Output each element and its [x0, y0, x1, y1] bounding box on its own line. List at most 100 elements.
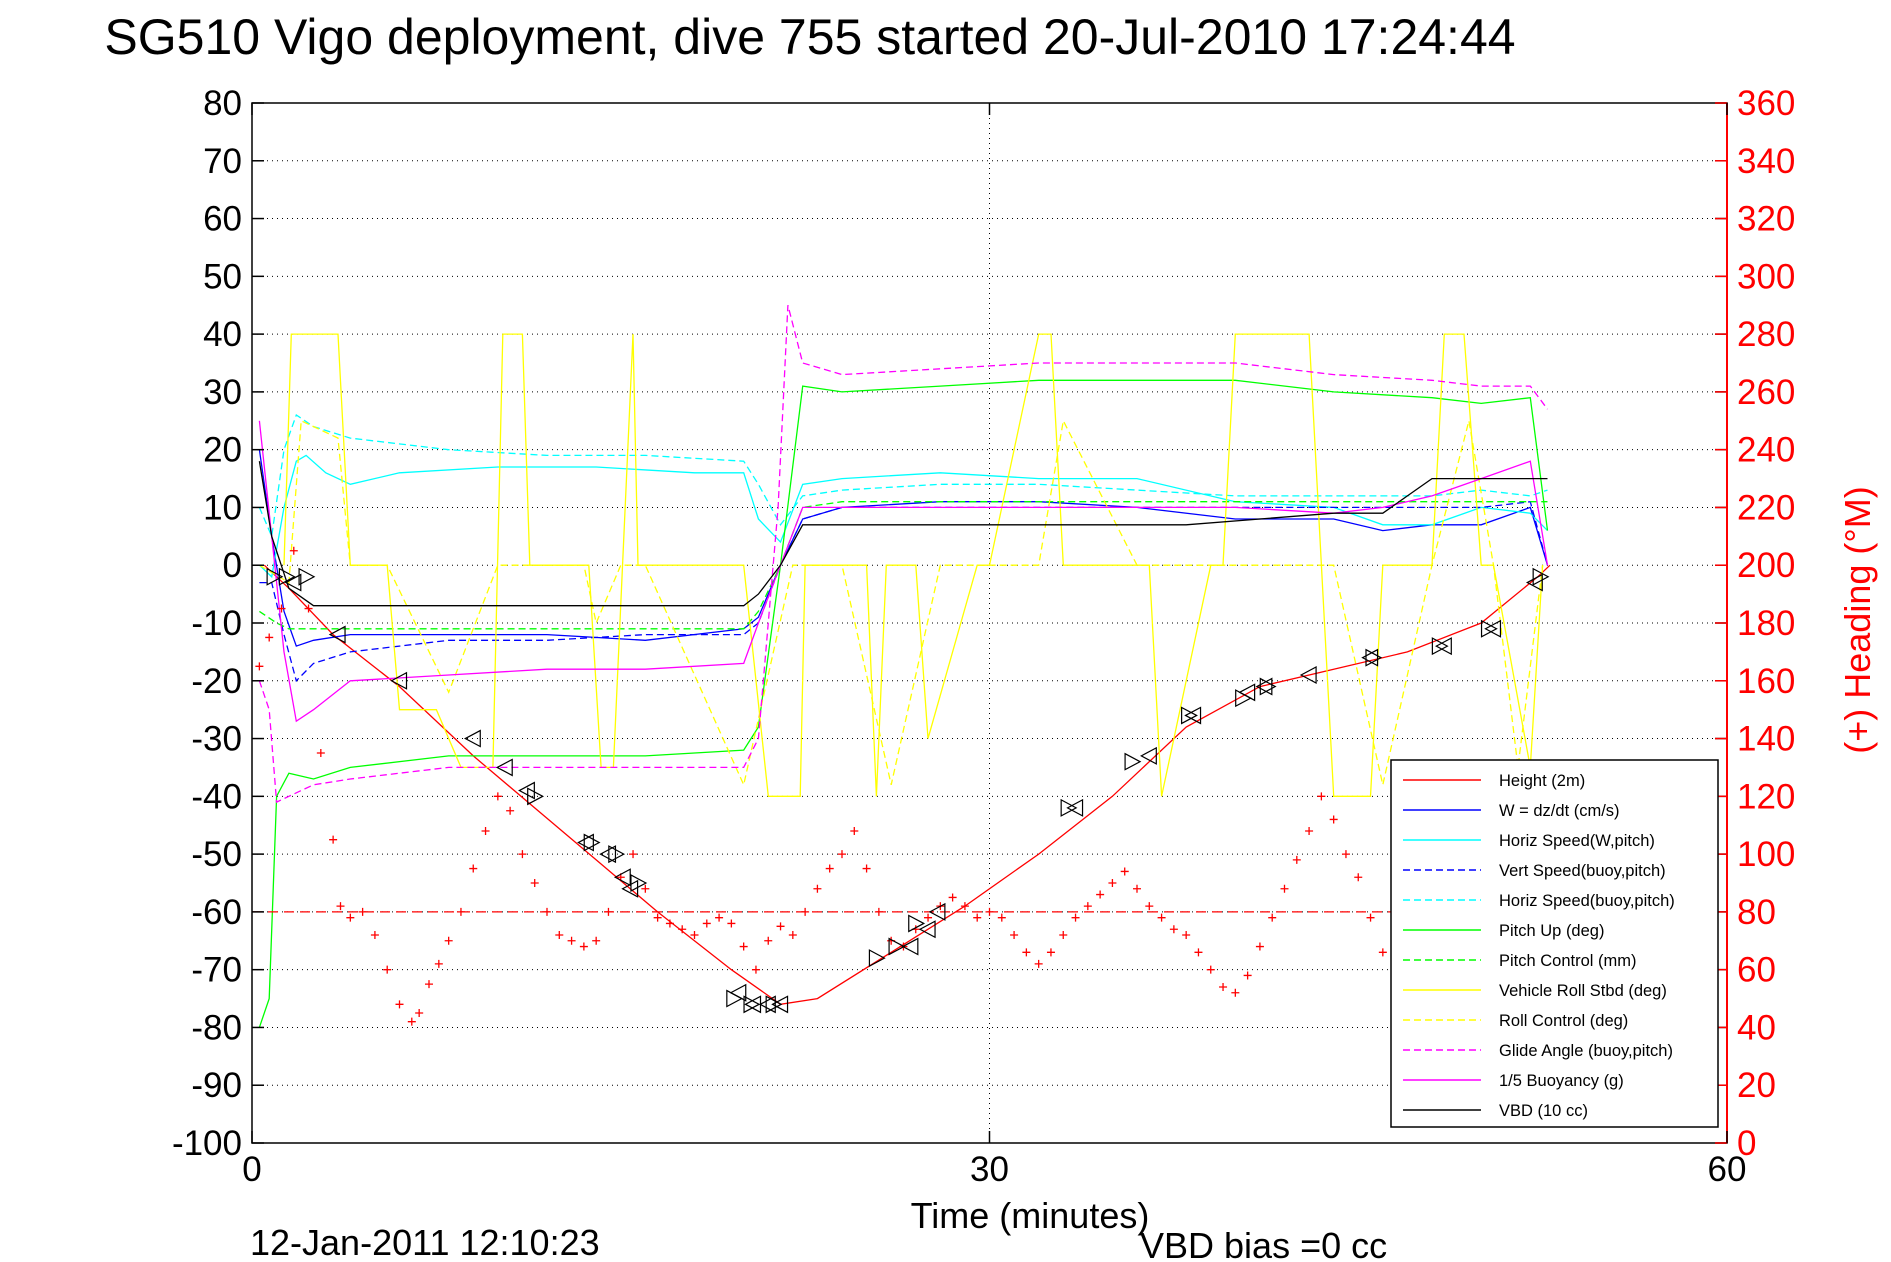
heading-point	[1010, 931, 1019, 939]
y2-tick-label: 200	[1737, 546, 1795, 585]
heading-point	[1255, 942, 1264, 951]
triangle-right-marker	[868, 949, 886, 968]
triangle-right-marker	[888, 937, 906, 956]
heading-point	[370, 931, 379, 939]
series-line	[258, 305, 1549, 804]
triangle-right-marker	[527, 787, 544, 806]
y-tick-label: -50	[191, 835, 242, 874]
heading-point	[1157, 913, 1166, 922]
y2-tick-label: 140	[1737, 720, 1795, 759]
y-tick-label: 20	[203, 431, 242, 470]
y-tick-label: 10	[203, 488, 242, 527]
series-line	[283, 333, 1544, 797]
heading-point	[850, 827, 859, 835]
triangle-left-marker	[1299, 666, 1317, 684]
heading-point	[1366, 913, 1375, 922]
y2-tick-label: 0	[1737, 1124, 1756, 1163]
triangle-left-marker	[495, 758, 513, 777]
triangle-left-marker	[1484, 619, 1502, 638]
legend-item-label: W = dz/dt (cm/s)	[1499, 802, 1620, 820]
y-tick-label: 80	[203, 84, 242, 123]
triangle-right-marker	[1431, 637, 1449, 656]
y-tick-label: 0	[223, 546, 242, 585]
heading-point	[1354, 873, 1363, 882]
right-axis-label: (+) Heading (°M)	[1837, 486, 1878, 753]
triangle-right-marker	[266, 567, 284, 586]
triangle-right-marker	[765, 995, 783, 1014]
heading-point	[1280, 884, 1289, 893]
triangle-right-marker	[726, 989, 744, 1008]
heading-point	[702, 919, 711, 928]
triangle-left-marker	[1435, 637, 1452, 656]
heading-point	[493, 792, 502, 801]
y2-tick-label: 340	[1737, 142, 1795, 181]
y2-tick-label: 20	[1737, 1066, 1776, 1105]
heading-point	[678, 925, 687, 934]
heading-point	[336, 902, 345, 911]
heading-point	[383, 965, 392, 974]
triangle-left-marker	[918, 920, 936, 939]
triangle-right-marker	[1532, 567, 1550, 586]
heading-point	[255, 662, 264, 671]
heading-point	[1108, 879, 1117, 887]
triangle-left-marker	[328, 625, 346, 644]
y2-tick-label: 280	[1737, 315, 1795, 354]
triangle-left-marker	[463, 729, 481, 748]
heading-point	[530, 879, 539, 887]
triangle-left-marker	[390, 671, 408, 690]
heading-point	[1022, 948, 1031, 957]
triangle-right-marker	[278, 567, 296, 586]
heading-point	[665, 919, 674, 928]
legend-item-label: Vehicle Roll Stbd (deg)	[1499, 982, 1667, 1000]
x-axis-label: Time (minutes)	[911, 1195, 1150, 1236]
heading-point	[1206, 965, 1215, 974]
heading-point	[1046, 948, 1055, 957]
y-tick-label: 30	[203, 373, 242, 412]
heading-point	[456, 907, 465, 916]
heading-point	[751, 965, 760, 974]
heading-point	[813, 884, 822, 893]
heading-point	[604, 907, 613, 916]
right-axis: 3603403203002802602402202001801601401201…	[1715, 84, 1795, 1163]
triangle-left-marker	[928, 902, 946, 921]
y2-tick-label: 60	[1737, 951, 1776, 990]
heading-point	[407, 1017, 416, 1026]
legend-item-label: Horiz Speed(W,pitch)	[1499, 832, 1655, 850]
triangle-left-marker	[901, 937, 919, 956]
heading-point	[395, 1000, 404, 1009]
y-tick-label: -90	[191, 1066, 242, 1105]
heading-point	[444, 936, 453, 945]
y2-tick-label: 120	[1737, 777, 1795, 816]
y-tick-label: -10	[191, 604, 242, 643]
x-tick-label: 30	[970, 1150, 1009, 1189]
triangle-right-marker	[1480, 619, 1498, 638]
heading-point	[481, 827, 490, 835]
heading-point	[316, 749, 325, 757]
heading-point	[579, 942, 588, 951]
y2-tick-label: 180	[1737, 604, 1795, 643]
y-tick-label: -40	[191, 777, 242, 816]
triangle-right-marker	[743, 995, 761, 1014]
triangle-right-marker	[583, 833, 601, 852]
heading-point	[739, 942, 748, 951]
legend-item-label: Pitch Up (deg)	[1499, 922, 1604, 940]
legend: Height (2m) W = dz/dt (cm/s) Horiz Speed(W…	[1390, 759, 1719, 1128]
heading-point	[948, 893, 957, 902]
triangle-left-marker	[284, 573, 302, 592]
legend-box	[1390, 759, 1719, 1128]
heading-point	[1120, 867, 1129, 876]
heading-point	[265, 633, 274, 642]
triangle-left-marker	[758, 995, 776, 1014]
heading-point	[653, 913, 662, 922]
triangle-right-marker	[1259, 677, 1277, 696]
series-line	[258, 454, 1548, 579]
legend-item-label: VBD (10 cc)	[1499, 1102, 1588, 1120]
heading-point	[838, 850, 846, 859]
y-tick-label: -20	[191, 662, 242, 701]
heading-point	[788, 931, 797, 939]
heading-point	[543, 907, 551, 916]
heading-point	[592, 936, 601, 945]
triangle-left-marker	[621, 879, 639, 898]
heading-point	[1083, 902, 1092, 911]
